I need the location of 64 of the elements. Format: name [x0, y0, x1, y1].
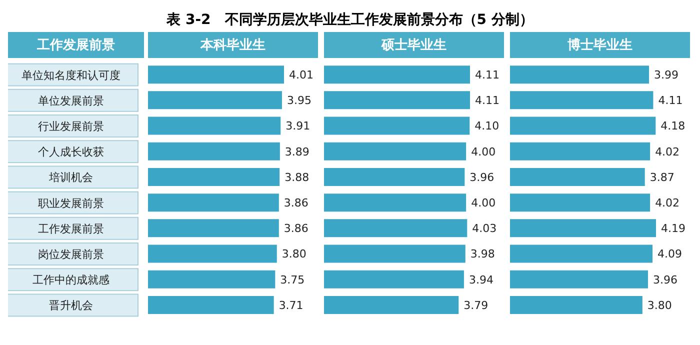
data-label: 3.87 [650, 170, 674, 184]
data-label: 3.96 [652, 273, 678, 286]
chart-title: 本科毕业生 [148, 32, 318, 58]
y-tick-label: 工作发展前景 [38, 222, 104, 236]
chart-title: 硕士毕业生 [324, 32, 504, 58]
data-label: 3.75 [280, 273, 305, 286]
bar [148, 219, 279, 238]
data-label: 4.10 [474, 120, 500, 133]
text: 表 3-2 不同学历层次毕业生工作发展前景分布（5 分制） [166, 11, 534, 30]
data-label: 4.11 [475, 94, 500, 108]
data-label: 3.79 [464, 298, 488, 312]
bar [148, 116, 281, 135]
bar [324, 270, 464, 288]
data-label: 4.11 [475, 68, 500, 82]
data-label: 4.09 [658, 248, 682, 261]
y-tick-label: 培训机会 [48, 171, 93, 184]
y-tick-label: 行业发展前景 [38, 120, 104, 133]
bar [148, 91, 282, 110]
y-tick-label: 单位知名度和认可度 [22, 68, 120, 82]
data-label: 3.89 [284, 145, 310, 158]
bar [324, 116, 470, 135]
data-label: 4.03 [472, 222, 497, 236]
bar [148, 296, 274, 314]
y-tick-label: 工作中的成就感 [32, 274, 110, 287]
data-label: 4.00 [471, 196, 496, 210]
data-label: 3.86 [284, 222, 308, 236]
data-label: 3.86 [284, 196, 308, 210]
bar [148, 142, 280, 160]
data-label: 3.71 [278, 298, 304, 312]
bar [148, 168, 280, 186]
data-label: 4.11 [658, 94, 683, 108]
data-label: 4.00 [471, 145, 496, 158]
bar [324, 219, 468, 238]
bar [148, 244, 277, 263]
bar [324, 244, 466, 263]
y-tick-label: 个人成长收获 [38, 146, 104, 159]
data-label: 3.99 [654, 68, 679, 82]
y-tick-label: 职业发展前景 [38, 196, 104, 210]
bar [324, 66, 470, 84]
data-label: 3.80 [647, 298, 672, 312]
data-label: 3.95 [286, 94, 312, 108]
data-label: 3.91 [286, 120, 310, 133]
data-label: 3.88 [284, 170, 310, 184]
data-label: 3.94 [468, 273, 494, 286]
data-label: 3.80 [282, 248, 306, 261]
chart-title: 博士毕业生 [510, 32, 690, 58]
data-label: 3.96 [470, 170, 494, 184]
data-label: 3.98 [470, 248, 495, 261]
data-label: 4.19 [661, 222, 686, 236]
y-tick-label: 晋升机会 [49, 299, 93, 312]
bar [148, 194, 279, 212]
bar [324, 142, 466, 160]
y-tick-label: 单位发展前景 [38, 94, 104, 108]
data-label: 4.02 [655, 196, 680, 210]
bar [148, 270, 276, 288]
data-label: 4.02 [655, 145, 680, 158]
bar [324, 168, 465, 186]
bar [148, 66, 284, 84]
data-label: 4.01 [289, 68, 314, 82]
bar [324, 194, 466, 212]
data-label: 4.18 [660, 120, 686, 133]
y-tick-label: 岗位发展前景 [38, 248, 104, 261]
bar [324, 296, 459, 314]
bar [324, 91, 470, 110]
